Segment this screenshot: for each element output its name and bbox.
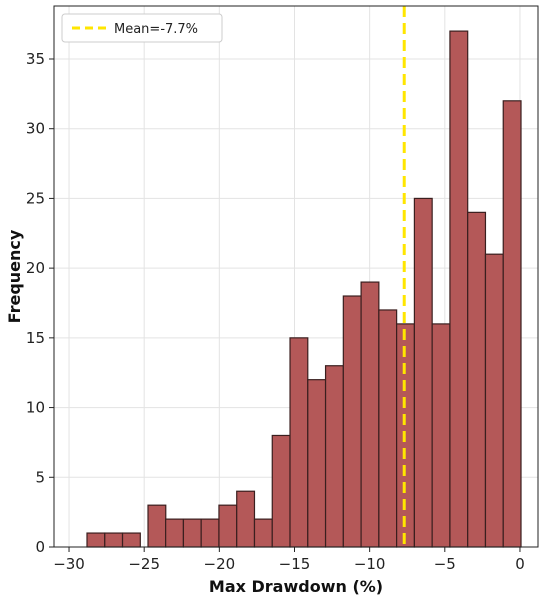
histogram-bar (200, 518, 220, 548)
histogram-bar (289, 337, 309, 548)
histogram-bar (121, 532, 141, 548)
legend-box (61, 13, 223, 43)
x-tick-label: −30 (53, 555, 85, 573)
histogram-bar (271, 434, 291, 548)
x-axis-label: Max Drawdown (%) (209, 577, 383, 596)
histogram-bar (307, 379, 327, 548)
x-tick-label: −25 (128, 555, 160, 573)
x-tick-label: 0 (515, 555, 525, 573)
histogram-bar (378, 309, 398, 548)
histogram-bar (236, 490, 256, 548)
x-tick-label: −5 (434, 555, 456, 573)
histogram-bar (502, 100, 522, 548)
histogram-bar (182, 518, 202, 548)
x-tick-label: −10 (354, 555, 386, 573)
histogram-bar (86, 532, 106, 548)
plot-frame (53, 5, 539, 548)
x-axis-ticks: −30 −25 −20 −15 −10 −5 0 (53, 547, 525, 573)
histogram-bar (431, 323, 451, 548)
y-tick-label: 30 (26, 120, 45, 138)
histogram-bar (342, 295, 362, 548)
y-tick-label: 15 (26, 329, 45, 347)
histogram-bar (218, 504, 238, 548)
histogram-bar (360, 281, 380, 548)
histogram-bar (147, 504, 167, 548)
histogram-bar (484, 253, 504, 548)
y-axis-label: Frequency (5, 229, 24, 323)
y-tick-label: 0 (35, 538, 45, 556)
y-axis-ticks: 0 5 10 15 20 25 30 35 (26, 50, 54, 556)
histogram-bar (324, 365, 344, 548)
x-tick-label: −20 (204, 555, 236, 573)
histogram-bar (413, 197, 433, 548)
y-tick-label: 10 (26, 399, 45, 417)
y-tick-label: 5 (35, 468, 45, 486)
legend-mean-label: Mean=-7.7% (114, 22, 198, 37)
y-tick-label: 25 (26, 189, 45, 207)
x-tick-label: −15 (279, 555, 311, 573)
histogram-bar (449, 30, 469, 548)
histogram-bar (253, 518, 273, 548)
histogram-bar (165, 518, 185, 548)
y-tick-label: 20 (26, 259, 45, 277)
y-tick-label: 35 (26, 50, 45, 68)
legend: Mean=-7.7% (61, 13, 223, 43)
histogram-bar (104, 532, 124, 548)
histogram-bars (86, 30, 522, 548)
histogram-bar (467, 211, 487, 548)
